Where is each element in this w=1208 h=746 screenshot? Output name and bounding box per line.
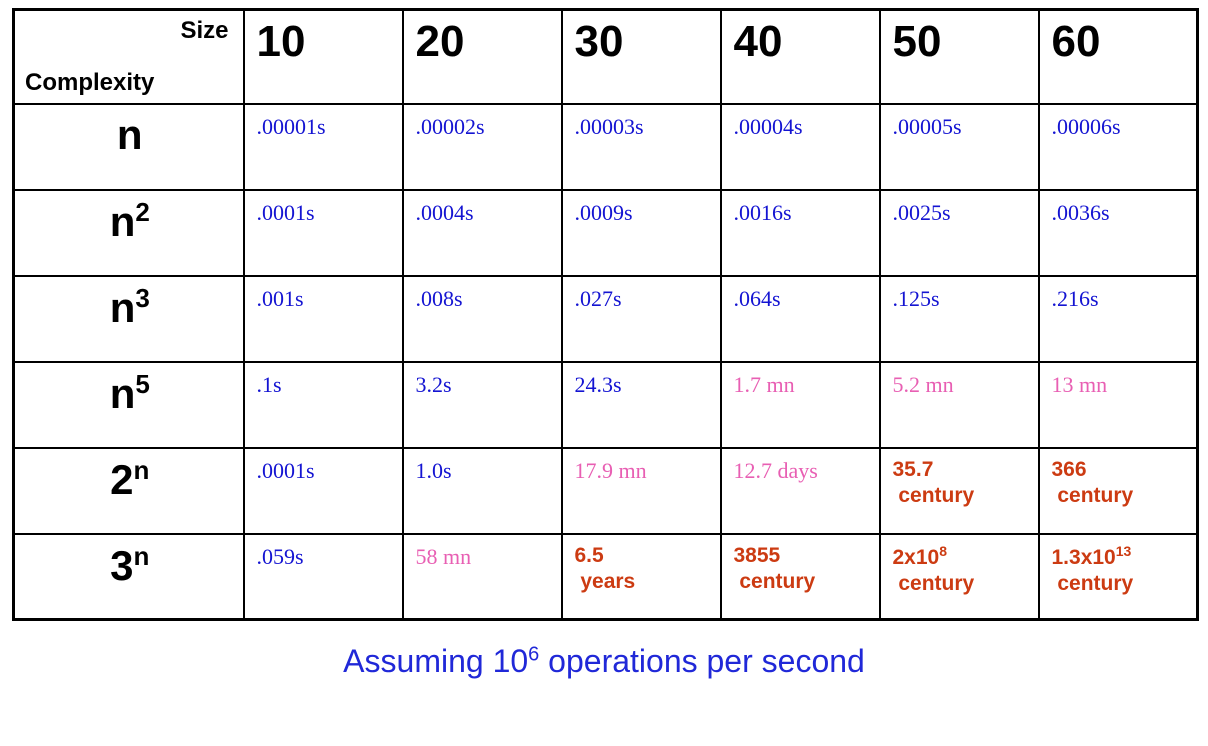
data-cell: .00001s — [244, 104, 403, 190]
col-header: 30 — [562, 10, 721, 104]
caption: Assuming 106 operations per second — [12, 643, 1196, 680]
data-cell: .00006s — [1039, 104, 1198, 190]
table-row: n2.0001s.0004s.0009s.0016s.0025s.0036s — [14, 190, 1198, 276]
table-row: n.00001s.00002s.00003s.00004s.00005s.000… — [14, 104, 1198, 190]
data-cell: 35.7 century — [880, 448, 1039, 534]
corner-cell: Size Complexity — [14, 10, 244, 104]
data-cell: .0016s — [721, 190, 880, 276]
col-header: 60 — [1039, 10, 1198, 104]
data-cell: 17.9 mn — [562, 448, 721, 534]
row-label: 2n — [14, 448, 244, 534]
data-cell: 58 mn — [403, 534, 562, 620]
data-cell: .00003s — [562, 104, 721, 190]
data-cell: .125s — [880, 276, 1039, 362]
data-cell: 24.3s — [562, 362, 721, 448]
data-cell: .0001s — [244, 190, 403, 276]
col-header: 50 — [880, 10, 1039, 104]
data-cell: 1.7 mn — [721, 362, 880, 448]
col-header: 10 — [244, 10, 403, 104]
data-cell: .0001s — [244, 448, 403, 534]
row-label: 3n — [14, 534, 244, 620]
data-cell: .059s — [244, 534, 403, 620]
data-cell: .00005s — [880, 104, 1039, 190]
table-body: n.00001s.00002s.00003s.00004s.00005s.000… — [14, 104, 1198, 620]
col-header: 20 — [403, 10, 562, 104]
data-cell: 3.2s — [403, 362, 562, 448]
data-cell: .001s — [244, 276, 403, 362]
row-label: n2 — [14, 190, 244, 276]
data-cell: 366 century — [1039, 448, 1198, 534]
table-header-row: Size Complexity 10 20 30 40 50 60 — [14, 10, 1198, 104]
data-cell: 6.5 years — [562, 534, 721, 620]
data-cell: .027s — [562, 276, 721, 362]
data-cell: 3855 century — [721, 534, 880, 620]
data-cell: 13 mn — [1039, 362, 1198, 448]
col-header: 40 — [721, 10, 880, 104]
data-cell: .008s — [403, 276, 562, 362]
row-label: n5 — [14, 362, 244, 448]
complexity-label: Complexity — [25, 69, 154, 97]
table-row: n5.1s3.2s24.3s1.7 mn5.2 mn13 mn — [14, 362, 1198, 448]
table-row: 2n.0001s1.0s17.9 mn12.7 days35.7 century… — [14, 448, 1198, 534]
data-cell: .064s — [721, 276, 880, 362]
table-row: n3.001s.008s.027s.064s.125s.216s — [14, 276, 1198, 362]
data-cell: .00002s — [403, 104, 562, 190]
data-cell: .0036s — [1039, 190, 1198, 276]
data-cell: .216s — [1039, 276, 1198, 362]
data-cell: 1.3x1013 century — [1039, 534, 1198, 620]
data-cell: .0004s — [403, 190, 562, 276]
data-cell: 5.2 mn — [880, 362, 1039, 448]
data-cell: .0025s — [880, 190, 1039, 276]
table-row: 3n.059s58 mn6.5 years3855 century2x108 c… — [14, 534, 1198, 620]
data-cell: 1.0s — [403, 448, 562, 534]
row-label: n3 — [14, 276, 244, 362]
data-cell: .1s — [244, 362, 403, 448]
complexity-table: Size Complexity 10 20 30 40 50 60 n.0000… — [12, 8, 1199, 621]
row-label: n — [14, 104, 244, 190]
data-cell: .0009s — [562, 190, 721, 276]
data-cell: 2x108 century — [880, 534, 1039, 620]
data-cell: .00004s — [721, 104, 880, 190]
data-cell: 12.7 days — [721, 448, 880, 534]
size-label: Size — [180, 17, 228, 45]
